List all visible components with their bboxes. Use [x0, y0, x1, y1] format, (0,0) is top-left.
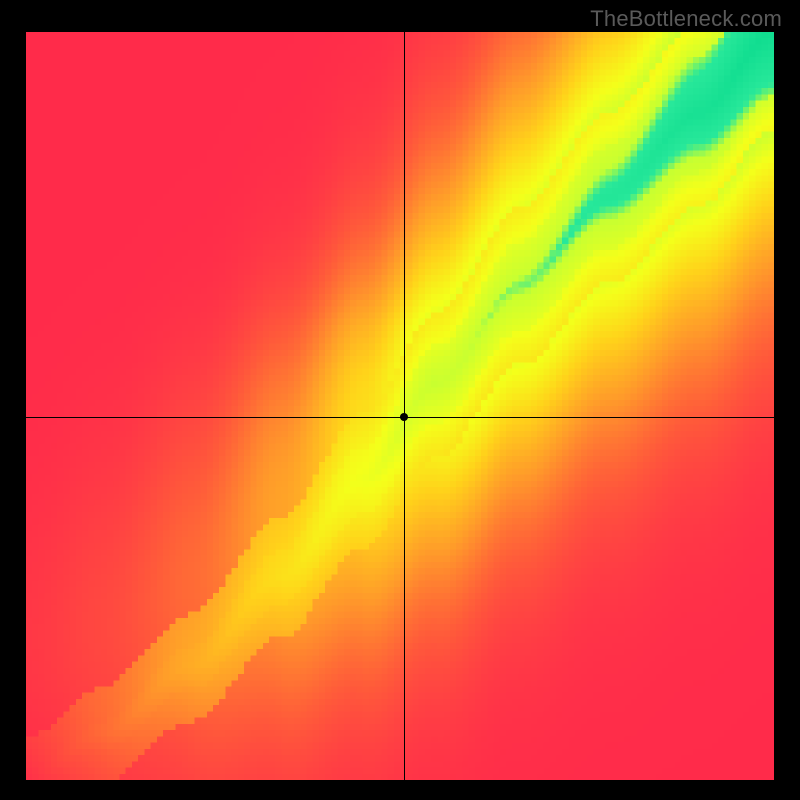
image-frame: TheBottleneck.com	[0, 0, 800, 800]
source-watermark: TheBottleneck.com	[590, 6, 782, 32]
heatmap-plot	[26, 32, 774, 780]
crosshair-marker	[400, 413, 408, 421]
heatmap-canvas	[26, 32, 774, 780]
crosshair-vertical	[404, 32, 405, 780]
